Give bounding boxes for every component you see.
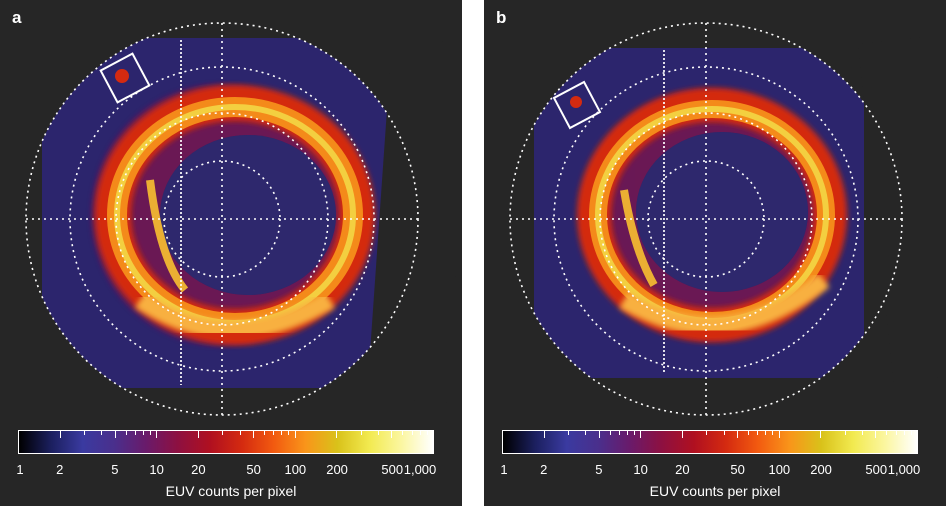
colorbar-major-tick bbox=[917, 430, 918, 438]
colorbar-tick-label: 5 bbox=[595, 462, 603, 477]
colorbar-minor-tick bbox=[263, 430, 265, 435]
colorbar-minor-tick bbox=[910, 430, 912, 435]
auroral-spot bbox=[115, 69, 129, 83]
colorbar-minor-tick bbox=[273, 430, 275, 435]
colorbar-tick-label: 100 bbox=[768, 462, 791, 477]
colorbar-minor-tick bbox=[634, 430, 635, 435]
colorbar-minor-tick bbox=[426, 430, 428, 435]
colorbar-minor-tick bbox=[723, 430, 725, 435]
colorbar-tick-label: 200 bbox=[326, 462, 348, 477]
colorbar-tick-label: 100 bbox=[284, 462, 307, 477]
colorbar-minor-tick bbox=[765, 430, 767, 435]
colorbar-minor-tick bbox=[585, 430, 587, 435]
colorbar-tick-label: 10 bbox=[149, 462, 164, 477]
colorbar-minor-tick bbox=[757, 430, 759, 435]
colorbar-minor-tick bbox=[568, 430, 569, 435]
colorbar-major-tick bbox=[294, 430, 296, 438]
colorbar-b bbox=[502, 430, 918, 456]
colorbar-major-tick bbox=[156, 430, 158, 438]
colorbar-major-tick bbox=[336, 430, 338, 438]
colorbar-major-tick bbox=[391, 430, 393, 438]
colorbar-ticks bbox=[502, 430, 918, 456]
colorbar-minor-tick bbox=[844, 430, 846, 435]
colorbar-minor-tick bbox=[411, 430, 413, 435]
panel-letter: b bbox=[496, 8, 507, 27]
colorbar-tick-label: 1 bbox=[500, 462, 508, 477]
colorbar-major-tick bbox=[197, 430, 199, 438]
panel-b: b 1 2 5 10 20 50 100 200 500 1,000 EUV counts per… bbox=[484, 0, 946, 506]
colorbar-tick-label: 50 bbox=[246, 462, 261, 477]
colorbar-minor-tick bbox=[626, 430, 628, 435]
colorbar-minor-tick bbox=[239, 430, 241, 435]
colorbar-tick-label: 200 bbox=[810, 462, 832, 477]
colorbar-minor-tick bbox=[706, 430, 708, 435]
colorbar-minor-tick bbox=[772, 430, 774, 435]
colorbar-major-tick bbox=[598, 430, 600, 438]
aurora-image-b bbox=[509, 22, 946, 416]
highlight-box bbox=[552, 80, 602, 130]
colorbar-minor-tick bbox=[101, 430, 103, 435]
colorbar-major-tick bbox=[502, 430, 503, 438]
colorbar-minor-tick bbox=[360, 430, 362, 435]
colorbar-minor-tick bbox=[402, 430, 404, 435]
colorbar-minor-tick bbox=[618, 430, 620, 435]
colorbar-major-tick bbox=[640, 430, 642, 438]
latitude-grid bbox=[25, 22, 419, 416]
colorbar-major-tick bbox=[681, 430, 683, 438]
auroral-spot bbox=[570, 96, 582, 108]
colorbar-minor-tick bbox=[134, 430, 136, 435]
colorbar-minor-tick bbox=[125, 430, 127, 435]
aurora-image-a bbox=[25, 22, 462, 416]
colorbar-tick-label: 20 bbox=[675, 462, 690, 477]
highlight-box bbox=[99, 52, 151, 104]
colorbar-major-tick bbox=[59, 430, 61, 438]
colorbar-ticks bbox=[18, 430, 434, 456]
colorbar-minor-tick bbox=[861, 430, 863, 435]
colorbar-gradient bbox=[502, 430, 918, 454]
colorbar-tick-label: 20 bbox=[191, 462, 206, 477]
latitude-grid bbox=[509, 22, 903, 416]
colorbar-minor-tick bbox=[142, 430, 144, 435]
colorbar-minor-tick bbox=[377, 430, 379, 435]
colorbar-minor-tick bbox=[222, 430, 224, 435]
colorbar-tick-label: 500 bbox=[381, 462, 404, 477]
colorbar-minor-tick bbox=[288, 430, 290, 435]
colorbar-label: EUV counts per pixel bbox=[649, 483, 781, 499]
colorbar-major-tick bbox=[737, 430, 739, 438]
panel-letter: a bbox=[12, 8, 22, 27]
colorbar-minor-tick bbox=[886, 430, 888, 435]
colorbar-tick-label: 1,000 bbox=[887, 462, 921, 477]
colorbar-minor-tick bbox=[903, 430, 905, 435]
colorbar-minor-tick bbox=[150, 430, 151, 435]
colorbar-major-tick bbox=[543, 430, 545, 438]
colorbar-major-tick bbox=[778, 430, 780, 438]
colorbar-tick-label: 2 bbox=[56, 462, 64, 477]
colorbar-tick-label: 10 bbox=[633, 462, 648, 477]
colorbar-tick-label: 5 bbox=[111, 462, 119, 477]
colorbar-tick-label: 50 bbox=[730, 462, 745, 477]
colorbar-major-tick bbox=[18, 430, 19, 438]
colorbar-tick-label: 1 bbox=[16, 462, 24, 477]
colorbar-minor-tick bbox=[281, 430, 283, 435]
colorbar-major-tick bbox=[875, 430, 877, 438]
panel-a: a 1 2 5 10 20 50 100 200 500 1,000 EUV counts per… bbox=[0, 0, 462, 506]
colorbar-minor-tick bbox=[419, 430, 421, 435]
colorbar-major-tick bbox=[433, 430, 434, 438]
colorbar-major-tick bbox=[820, 430, 822, 438]
colorbar-a bbox=[18, 430, 434, 456]
colorbar-major-tick bbox=[114, 430, 116, 438]
colorbar-minor-tick bbox=[747, 430, 749, 435]
colorbar-minor-tick bbox=[84, 430, 85, 435]
colorbar-tick-label: 1,000 bbox=[403, 462, 437, 477]
colorbar-minor-tick bbox=[609, 430, 611, 435]
colorbar-label: EUV counts per pixel bbox=[165, 483, 297, 499]
colorbar-minor-tick bbox=[895, 430, 897, 435]
colorbar-gradient bbox=[18, 430, 434, 454]
colorbar-major-tick bbox=[253, 430, 255, 438]
colorbar-tick-label: 2 bbox=[540, 462, 548, 477]
colorbar-tick-label: 500 bbox=[865, 462, 888, 477]
